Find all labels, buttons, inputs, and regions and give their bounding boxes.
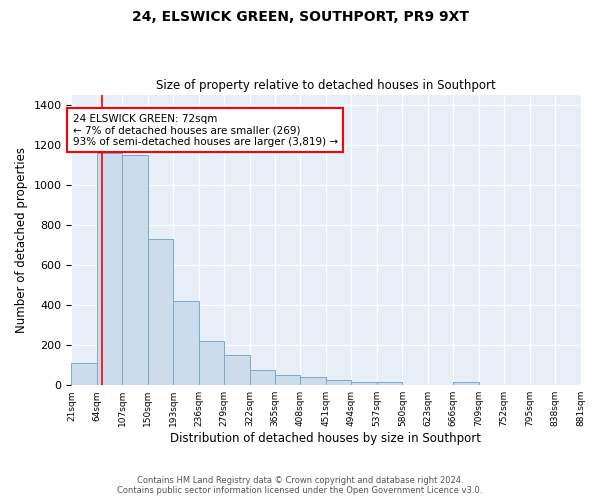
Bar — [275, 375, 301, 385]
Bar — [148, 239, 173, 385]
Bar — [173, 301, 199, 385]
Title: Size of property relative to detached houses in Southport: Size of property relative to detached ho… — [156, 79, 496, 92]
Bar — [224, 355, 250, 385]
Bar — [122, 154, 148, 385]
Bar — [250, 370, 275, 385]
Bar — [301, 377, 326, 385]
Text: 24 ELSWICK GREEN: 72sqm
← 7% of detached houses are smaller (269)
93% of semi-de: 24 ELSWICK GREEN: 72sqm ← 7% of detached… — [73, 114, 338, 147]
Bar — [453, 382, 479, 385]
Bar — [199, 341, 224, 385]
Bar — [352, 382, 377, 385]
Bar — [71, 363, 97, 385]
Y-axis label: Number of detached properties: Number of detached properties — [15, 147, 28, 333]
Bar — [326, 380, 352, 385]
Bar — [97, 152, 122, 385]
Text: Contains HM Land Registry data © Crown copyright and database right 2024.
Contai: Contains HM Land Registry data © Crown c… — [118, 476, 482, 495]
Bar — [377, 382, 403, 385]
Text: 24, ELSWICK GREEN, SOUTHPORT, PR9 9XT: 24, ELSWICK GREEN, SOUTHPORT, PR9 9XT — [131, 10, 469, 24]
X-axis label: Distribution of detached houses by size in Southport: Distribution of detached houses by size … — [170, 432, 481, 445]
